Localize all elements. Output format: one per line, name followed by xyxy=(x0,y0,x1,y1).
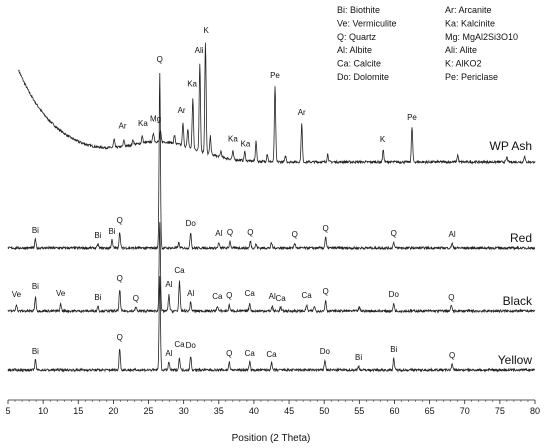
peak-label: Bi xyxy=(32,282,39,291)
peak-label: Do xyxy=(186,219,197,228)
peak-label: Q xyxy=(227,228,233,237)
series-label-red: Red xyxy=(510,231,532,245)
trace-wp-ash xyxy=(18,42,536,165)
peak-label: Ve xyxy=(56,289,66,298)
legend-entry: Al: Albite xyxy=(337,45,372,55)
x-tick-label: 75 xyxy=(495,406,505,416)
peak-label: Q xyxy=(117,216,123,225)
peak-label: Bi xyxy=(390,345,397,354)
peak-label: Q xyxy=(247,228,253,237)
legend: Bi: Biothite Ar: Arcanite Ve: Vermiculite K… xyxy=(337,5,518,82)
x-tick-label: 30 xyxy=(179,406,189,416)
trace-yellow xyxy=(7,276,536,373)
x-tick-label: 70 xyxy=(460,406,470,416)
legend-entry: K: AlKO2 xyxy=(445,59,482,69)
peak-label: Q xyxy=(449,351,455,360)
peak-label: Q xyxy=(117,274,123,283)
peak-label: Ka xyxy=(187,79,197,88)
trace-black xyxy=(7,222,536,314)
series-labels: WP Ash Red Black Yellow xyxy=(490,139,533,367)
series-label-wp-ash: WP Ash xyxy=(490,139,532,153)
x-axis: 5 10 15 20 25 30 35 40 45 50 55 60 65 70 75 80 xyxy=(5,399,540,416)
peak-label: K xyxy=(204,26,210,35)
peak-label: Q xyxy=(322,287,328,296)
peak-label: Al xyxy=(449,230,456,239)
peak-label: Al xyxy=(215,229,222,238)
peak-label: Ca xyxy=(212,292,223,301)
peak-label: Bi xyxy=(32,226,39,235)
x-tick-label: 40 xyxy=(249,406,259,416)
legend-entry: Ar: Arcanite xyxy=(445,5,492,15)
legend-entry: Ali: Alite xyxy=(445,45,477,55)
trace-red xyxy=(7,72,536,251)
legend-entry: Mg: MgAl2Si3O10 xyxy=(445,32,518,42)
peak-label: Q xyxy=(391,229,397,238)
peak-label: Ka xyxy=(138,119,148,128)
peak-label: Al xyxy=(165,280,172,289)
x-tick-label: 60 xyxy=(389,406,399,416)
x-axis-label: Position (2 Theta) xyxy=(232,433,311,444)
peak-label: Al xyxy=(187,289,194,298)
peak-label: Bi xyxy=(94,231,101,240)
peak-label: Q xyxy=(117,333,123,342)
x-tick-label: 10 xyxy=(38,406,48,416)
peak-label: Ca xyxy=(301,291,312,300)
x-tick-label: 55 xyxy=(354,406,364,416)
legend-entry: Bi: Biothite xyxy=(337,5,380,15)
x-tick-label: 20 xyxy=(108,406,118,416)
peak-label: Ca xyxy=(245,349,256,358)
peak-label: K xyxy=(380,135,386,144)
peak-label: Ka xyxy=(228,134,238,143)
peak-label: Do xyxy=(320,347,331,356)
x-tick-label: 15 xyxy=(73,406,83,416)
legend-entry: Ca: Calcite xyxy=(337,59,381,69)
peak-label: Q xyxy=(292,230,298,239)
peak-label: Bi xyxy=(108,227,115,236)
x-tick-label: 65 xyxy=(425,406,435,416)
legend-entry: Q: Quartz xyxy=(337,32,377,42)
peak-label: Ar xyxy=(119,122,127,131)
peak-label: Mg xyxy=(150,115,161,124)
peak-label: Q xyxy=(133,294,139,303)
peak-label: Do xyxy=(186,341,197,350)
peak-label: Do xyxy=(389,290,400,299)
peak-label: Ca xyxy=(275,294,286,303)
peak-label: Bi xyxy=(355,353,362,362)
peak-label: Al xyxy=(269,292,276,301)
x-tick-label: 80 xyxy=(530,406,540,416)
peak-label: Q xyxy=(322,224,328,233)
peak-label: Ar xyxy=(178,106,186,115)
peak-label: Ar xyxy=(298,108,306,117)
peak-label: Al xyxy=(165,349,172,358)
x-tick-label: 45 xyxy=(284,406,294,416)
peak-label: Q xyxy=(226,349,232,358)
x-tick-label: 50 xyxy=(319,406,329,416)
xrd-traces xyxy=(7,42,536,373)
peak-label: Q xyxy=(157,55,163,64)
peak-label: Q xyxy=(226,291,232,300)
peak-label: Ve xyxy=(12,290,22,299)
peak-label: Q xyxy=(448,293,454,302)
series-label-yellow: Yellow xyxy=(498,353,533,367)
legend-entry: Ka: Kalcinite xyxy=(445,18,495,28)
peak-label: Pe xyxy=(270,71,280,80)
peak-label: Ca xyxy=(174,340,185,349)
peak-label: Ali xyxy=(195,46,204,55)
x-tick-label: 25 xyxy=(143,406,153,416)
peak-label: Pe xyxy=(407,113,417,122)
series-label-black: Black xyxy=(503,294,533,308)
peak-label: Ca xyxy=(266,350,277,359)
peak-label: Ka xyxy=(241,140,251,149)
legend-entry: Pe: Periclase xyxy=(445,72,498,82)
peak-label: Ca xyxy=(174,266,185,275)
legend-entry: Do: Dolomite xyxy=(337,72,389,82)
x-tick-label: 5 xyxy=(5,406,10,416)
peak-label: Ca xyxy=(245,289,256,298)
x-tick-label: 35 xyxy=(214,406,224,416)
peak-label: Bi xyxy=(94,293,101,302)
legend-entry: Ve: Vermiculite xyxy=(337,18,397,28)
peak-label: Bi xyxy=(32,347,39,356)
